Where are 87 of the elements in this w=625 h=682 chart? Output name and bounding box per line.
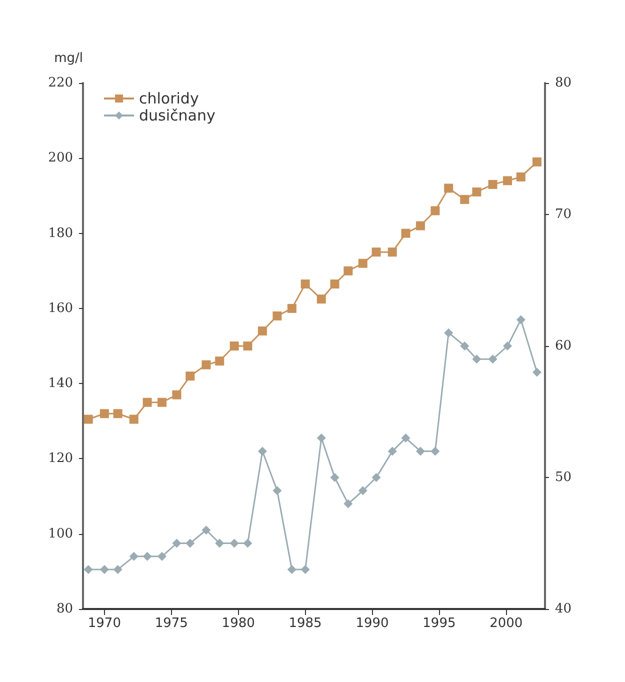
point xyxy=(158,552,167,561)
x-tick-label: 2000 xyxy=(490,616,523,631)
point xyxy=(230,538,239,548)
legend-label: chloridy xyxy=(139,90,199,108)
point xyxy=(287,304,296,313)
point xyxy=(287,565,296,574)
point xyxy=(243,342,252,350)
y-tick-label: 120 xyxy=(48,451,73,466)
y-tick-label: 180 xyxy=(48,226,73,241)
point xyxy=(444,328,454,338)
point xyxy=(503,342,512,350)
y2-tick-label: 40 xyxy=(555,602,572,616)
point xyxy=(516,315,526,324)
point xyxy=(316,434,326,443)
point xyxy=(215,356,224,366)
point xyxy=(202,360,211,370)
point xyxy=(330,473,340,482)
point xyxy=(186,538,195,548)
point xyxy=(84,565,93,574)
point xyxy=(388,248,397,257)
point xyxy=(388,446,397,456)
point xyxy=(430,206,440,216)
x-tick-label: 1990 xyxy=(356,616,389,631)
point xyxy=(416,446,425,456)
y-tick-label: 140 xyxy=(48,376,73,392)
point xyxy=(100,565,109,574)
point xyxy=(488,180,498,189)
point xyxy=(158,398,167,407)
x-tick-label: 1985 xyxy=(288,616,322,631)
point xyxy=(532,157,542,166)
point xyxy=(460,342,470,350)
point xyxy=(230,342,239,350)
point xyxy=(430,446,440,456)
point xyxy=(129,414,138,424)
y-axis-title: mg/l xyxy=(54,51,83,66)
legend-label: dusičnany xyxy=(139,106,216,124)
point xyxy=(186,372,195,381)
point xyxy=(142,398,152,407)
point xyxy=(202,526,211,535)
point xyxy=(472,354,482,364)
point xyxy=(172,390,182,400)
point xyxy=(401,228,410,238)
x-tick-label: 1995 xyxy=(422,616,456,631)
point xyxy=(316,294,326,304)
point xyxy=(300,565,310,574)
x-tick-label: 1970 xyxy=(88,616,121,631)
point xyxy=(444,184,454,193)
point xyxy=(215,538,224,548)
point xyxy=(84,414,93,424)
point xyxy=(372,248,381,257)
point xyxy=(358,486,368,496)
point xyxy=(532,368,542,377)
y-tick-label: 160 xyxy=(48,300,73,316)
point xyxy=(113,409,122,418)
point xyxy=(272,486,282,496)
y-tick-label: 220 xyxy=(48,76,73,90)
point xyxy=(113,565,122,574)
y-tick-label: 80 xyxy=(56,602,73,616)
point xyxy=(243,538,252,548)
point xyxy=(272,311,282,320)
y-tick-label: 200 xyxy=(48,150,73,166)
point xyxy=(344,266,353,276)
point xyxy=(401,434,410,443)
point xyxy=(372,473,381,482)
x-tick-label: 1980 xyxy=(222,616,255,631)
point xyxy=(358,258,368,268)
point xyxy=(516,172,526,182)
y2-tick-label: 60 xyxy=(555,338,572,354)
point xyxy=(258,326,267,336)
point xyxy=(472,187,482,196)
point xyxy=(416,221,425,230)
y2-tick-label: 80 xyxy=(555,76,572,90)
point xyxy=(330,280,340,289)
point xyxy=(100,409,109,418)
point xyxy=(488,354,498,364)
point xyxy=(503,176,512,186)
point xyxy=(258,446,267,456)
point xyxy=(300,280,310,289)
point xyxy=(460,194,470,204)
y-tick-label: 100 xyxy=(48,526,73,542)
point xyxy=(172,538,182,548)
x-tick-label: 1975 xyxy=(154,616,188,631)
point xyxy=(344,499,353,508)
point xyxy=(142,552,152,561)
y2-tick-label: 50 xyxy=(555,470,572,485)
y2-tick-label: 70 xyxy=(555,207,572,222)
point xyxy=(129,552,138,561)
